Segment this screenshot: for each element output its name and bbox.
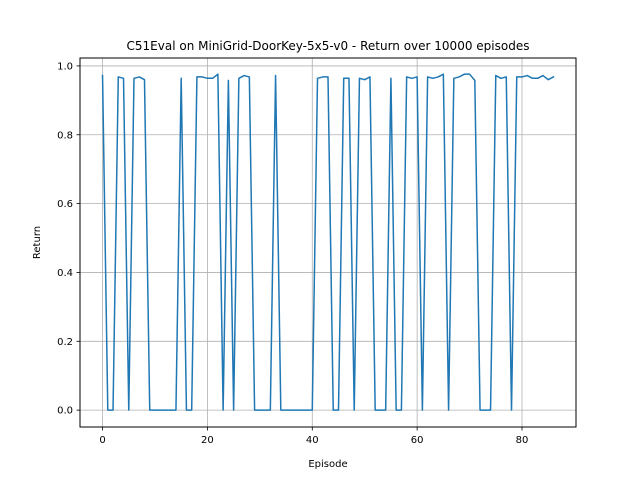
plot-area-frame	[79, 57, 577, 428]
plot-lines	[101, 73, 555, 411]
x-axis-label: Episode	[308, 459, 347, 470]
x-tick-label: 20	[201, 435, 214, 446]
chart-title: C51Eval on MiniGrid-DoorKey-5x5-v0 - Ret…	[127, 39, 530, 53]
series-line-0	[101, 73, 555, 411]
x-tick-label: 0	[99, 435, 105, 446]
x-tick-label: 60	[411, 435, 424, 446]
y-tick-label: 0.8	[57, 130, 73, 141]
axis-ticks: 0 20 40 60 80 0.0 0.2 0.4 0.6 0.8 1.0	[57, 61, 528, 446]
y-tick-label: 0.6	[57, 199, 73, 210]
x-tick-label: 40	[306, 435, 319, 446]
y-tick-label: 0.0	[57, 406, 73, 417]
y-tick-label: 1.0	[57, 61, 73, 72]
y-tick-label: 0.2	[57, 337, 73, 348]
y-tick-label: 0.4	[57, 268, 73, 279]
y-axis-label: Return	[32, 226, 43, 259]
x-tick-label: 80	[516, 435, 529, 446]
